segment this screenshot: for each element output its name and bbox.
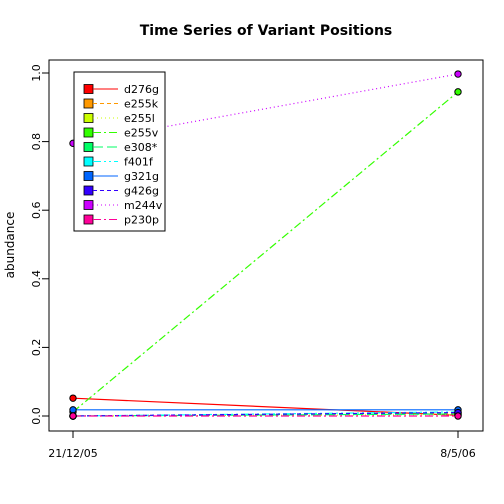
series-points	[69, 70, 462, 420]
legend-swatch	[83, 171, 94, 181]
y-tick-label: 0.8	[30, 133, 43, 151]
legend-label: m244v	[124, 199, 163, 212]
legend-swatch	[83, 127, 94, 138]
legend-label: d276g	[124, 83, 159, 96]
x-tick-label: 21/12/05	[48, 447, 97, 460]
point-d276g	[69, 394, 77, 402]
chart-title: Time Series of Variant Positions	[140, 23, 393, 39]
point-p230p	[69, 412, 77, 420]
legend-label: g426g	[124, 185, 159, 198]
legend-label: e255k	[124, 98, 159, 111]
point-p230p	[454, 412, 462, 420]
y-tick-label: 0.0	[30, 407, 43, 425]
legend-label: e308*	[124, 141, 158, 154]
legend-label: e255v	[124, 127, 159, 140]
legend-label: f401f	[124, 156, 154, 169]
series-lines	[72, 73, 459, 417]
point-e255v	[454, 88, 462, 96]
legend-label: g321g	[124, 170, 159, 183]
legend-label: p230p	[124, 214, 159, 227]
y-axis-label: abundance	[3, 212, 17, 279]
series-line-e255v	[72, 91, 459, 413]
y-axis: 0.0 0.2 0.4 0.6 0.8 1.0	[30, 64, 50, 425]
y-tick-label: 0.6	[30, 201, 43, 219]
y-tick-label: 0.2	[30, 339, 43, 357]
legend-swatch	[83, 185, 94, 196]
point-g321g	[69, 406, 77, 414]
legend-label: e255l	[124, 112, 155, 125]
legend-swatch	[83, 156, 94, 167]
legend-swatch	[83, 98, 94, 109]
legend-swatch	[83, 113, 94, 123]
y-tick-label: 1.0	[30, 64, 43, 82]
legend-swatch	[83, 142, 94, 152]
legend-swatch	[83, 84, 94, 94]
y-tick-label: 0.4	[30, 270, 43, 288]
x-tick-label: 8/5/06	[440, 447, 475, 460]
point-m244v	[454, 70, 462, 78]
x-axis: 21/12/05 8/5/06	[48, 430, 476, 460]
legend-swatch	[83, 200, 94, 210]
legend-swatch	[83, 214, 94, 225]
